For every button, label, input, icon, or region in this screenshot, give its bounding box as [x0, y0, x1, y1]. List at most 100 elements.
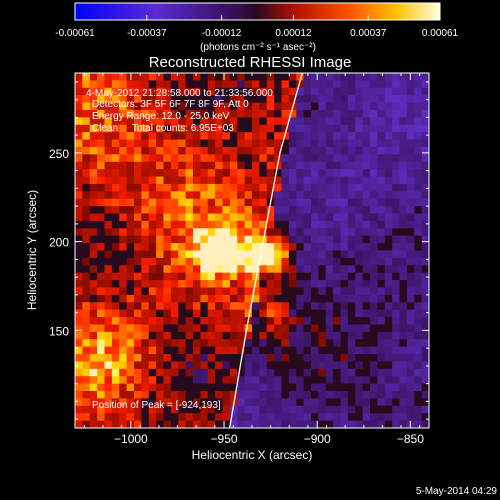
heatmap-cell — [399, 265, 408, 274]
heatmap-cell — [370, 413, 378, 422]
heatmap-cell — [252, 206, 260, 214]
heatmap-cell — [215, 354, 223, 362]
heatmap-cell — [207, 265, 216, 274]
heatmap-cell — [281, 117, 290, 126]
heatmap-cell — [347, 413, 356, 422]
heatmap-cell — [370, 243, 378, 251]
heatmap-cell — [82, 220, 91, 229]
heatmap-cell — [370, 124, 378, 133]
heatmap-cell — [399, 317, 408, 325]
heatmap-cell — [296, 287, 305, 296]
heatmap-cell — [193, 73, 201, 81]
heatmap-cell — [414, 235, 423, 244]
heatmap-cell — [134, 317, 142, 325]
heatmap-cell — [170, 376, 179, 385]
heatmap-cell — [355, 257, 364, 266]
heatmap-cell — [215, 376, 223, 385]
heatmap-cell — [156, 302, 164, 311]
heatmap-cell — [237, 102, 246, 111]
heatmap-cell — [392, 132, 400, 140]
heatmap-cell — [362, 213, 371, 222]
heatmap-cell — [399, 368, 408, 377]
heatmap-cell — [104, 339, 113, 348]
heatmap-cell — [421, 361, 429, 370]
heatmap-cell — [222, 324, 231, 333]
heatmap-cell — [347, 368, 356, 377]
heatmap-cell — [82, 228, 91, 237]
heatmap-cell — [384, 243, 393, 251]
heatmap-cell — [104, 161, 113, 170]
heatmap-cell — [119, 383, 128, 392]
heatmap-cell — [406, 368, 415, 377]
heatmap-cell — [222, 317, 231, 325]
heatmap-cell — [97, 176, 105, 185]
heatmap-cell — [104, 206, 113, 214]
heatmap-cell — [178, 309, 187, 318]
heatmap-cell — [281, 272, 290, 281]
heatmap-cell — [377, 346, 386, 355]
heatmap-cell — [281, 383, 290, 392]
heatmap-cell — [237, 213, 246, 222]
heatmap-cell — [252, 257, 260, 266]
heatmap-cell — [178, 376, 187, 385]
heatmap-cell — [333, 420, 341, 428]
heatmap-cell — [156, 176, 164, 185]
heatmap-cell — [178, 124, 187, 133]
heatmap-cell — [333, 405, 341, 414]
heatmap-cell — [392, 272, 400, 281]
heatmap-cell — [82, 405, 91, 414]
heatmap-cell — [170, 405, 179, 414]
heatmap-cell — [119, 198, 128, 207]
heatmap-cell — [244, 191, 253, 200]
heatmap-cell — [237, 405, 246, 414]
heatmap-cell — [399, 398, 408, 407]
heatmap-cell — [97, 235, 105, 244]
heatmap-cell — [97, 331, 105, 340]
heatmap-cell — [266, 243, 275, 251]
heatmap-cell — [82, 420, 91, 428]
heatmap-cell — [126, 213, 135, 222]
heatmap-cell — [274, 272, 282, 281]
heatmap-cell — [399, 220, 408, 229]
heatmap-cell — [104, 73, 113, 81]
heatmap-cell — [222, 294, 231, 303]
heatmap-cell — [207, 139, 216, 148]
heatmap-cell — [222, 383, 231, 392]
heatmap-cell — [185, 73, 194, 81]
heatmap-cell — [296, 117, 305, 126]
heatmap-cell — [200, 294, 209, 303]
heatmap-cell — [274, 354, 282, 362]
heatmap-cell — [377, 95, 386, 103]
heatmap-cell — [259, 169, 268, 177]
heatmap-cell — [311, 124, 319, 133]
heatmap-cell — [288, 124, 297, 133]
heatmap-cell — [126, 235, 135, 244]
heatmap-cell — [89, 398, 98, 407]
heatmap-cell — [148, 154, 157, 163]
heatmap-cell — [193, 294, 201, 303]
heatmap-cell — [252, 250, 260, 259]
heatmap-cell — [104, 257, 113, 266]
heatmap-cell — [193, 220, 201, 229]
heatmap-cell — [156, 383, 164, 392]
heatmap-cell — [89, 405, 98, 414]
heatmap-cell — [104, 109, 113, 118]
heatmap-cell — [406, 257, 415, 266]
heatmap-cell — [414, 257, 423, 266]
heatmap-cell — [399, 154, 408, 163]
heatmap-cell — [134, 346, 142, 355]
heatmap-cell — [207, 132, 216, 140]
heatmap-cell — [237, 272, 246, 281]
heatmap-cell — [97, 243, 105, 251]
heatmap-cell — [126, 161, 135, 170]
heatmap-cell — [377, 317, 386, 325]
heatmap-cell — [141, 346, 150, 355]
heatmap-cell — [119, 169, 128, 177]
heatmap-cell — [266, 169, 275, 177]
heatmap-cell — [347, 183, 356, 192]
heatmap-cell — [303, 176, 312, 185]
heatmap-cell — [134, 139, 142, 148]
heatmap-cell — [111, 154, 120, 163]
heatmap-cell — [229, 287, 238, 296]
heatmap-cell — [281, 331, 290, 340]
